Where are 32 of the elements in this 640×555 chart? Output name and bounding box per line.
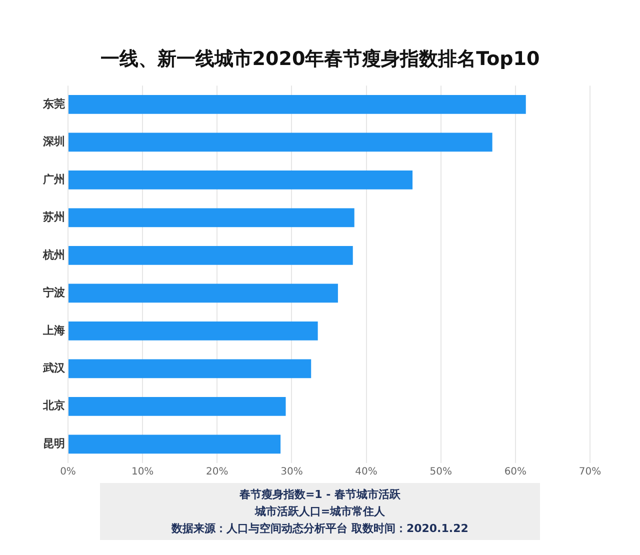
y-tick-label: 深圳 (42, 135, 65, 148)
chart-title: 一线、新一线城市2020年春节瘦身指数排名Top10 (99, 47, 541, 72)
y-tick-label: 武汉 (42, 362, 66, 375)
bar (68, 359, 312, 378)
y-tick-label: 苏州 (42, 210, 65, 224)
text: 城市活跃人口=城市常住人 (254, 504, 386, 520)
y-tick-label: 昆明 (43, 436, 65, 450)
bar (68, 396, 286, 416)
x-tick-label: 30% (280, 466, 303, 478)
x-tick-label: 70% (578, 466, 602, 478)
bar (68, 170, 413, 190)
bar (68, 434, 281, 454)
y-tick-label: 上海 (42, 324, 65, 337)
bar (68, 95, 526, 114)
y-tick-label: 东莞 (42, 97, 65, 110)
bar (68, 208, 354, 228)
source-note: 数据来源：人口与空间动态分析平台 取数时间：2020.1.22 (170, 521, 470, 537)
y-tick-label: 北京 (42, 399, 65, 412)
x-tick-label: 20% (206, 466, 228, 478)
text: 春节瘦身指数=1 - 春节城市活跃 (238, 487, 402, 503)
y-tick-label: 宁波 (43, 286, 66, 300)
x-tick-label: 40% (355, 466, 378, 478)
bar (68, 132, 492, 152)
bar (68, 246, 353, 265)
x-tick-label: 0% (60, 466, 76, 478)
y-tick-label: 杭州 (42, 248, 65, 262)
x-tick-label: 10% (131, 466, 154, 478)
y-tick-label: 广州 (42, 172, 65, 186)
bar (68, 284, 338, 303)
bar (68, 321, 318, 340)
x-tick-label: 50% (430, 466, 452, 478)
x-tick-label: 60% (504, 466, 527, 478)
